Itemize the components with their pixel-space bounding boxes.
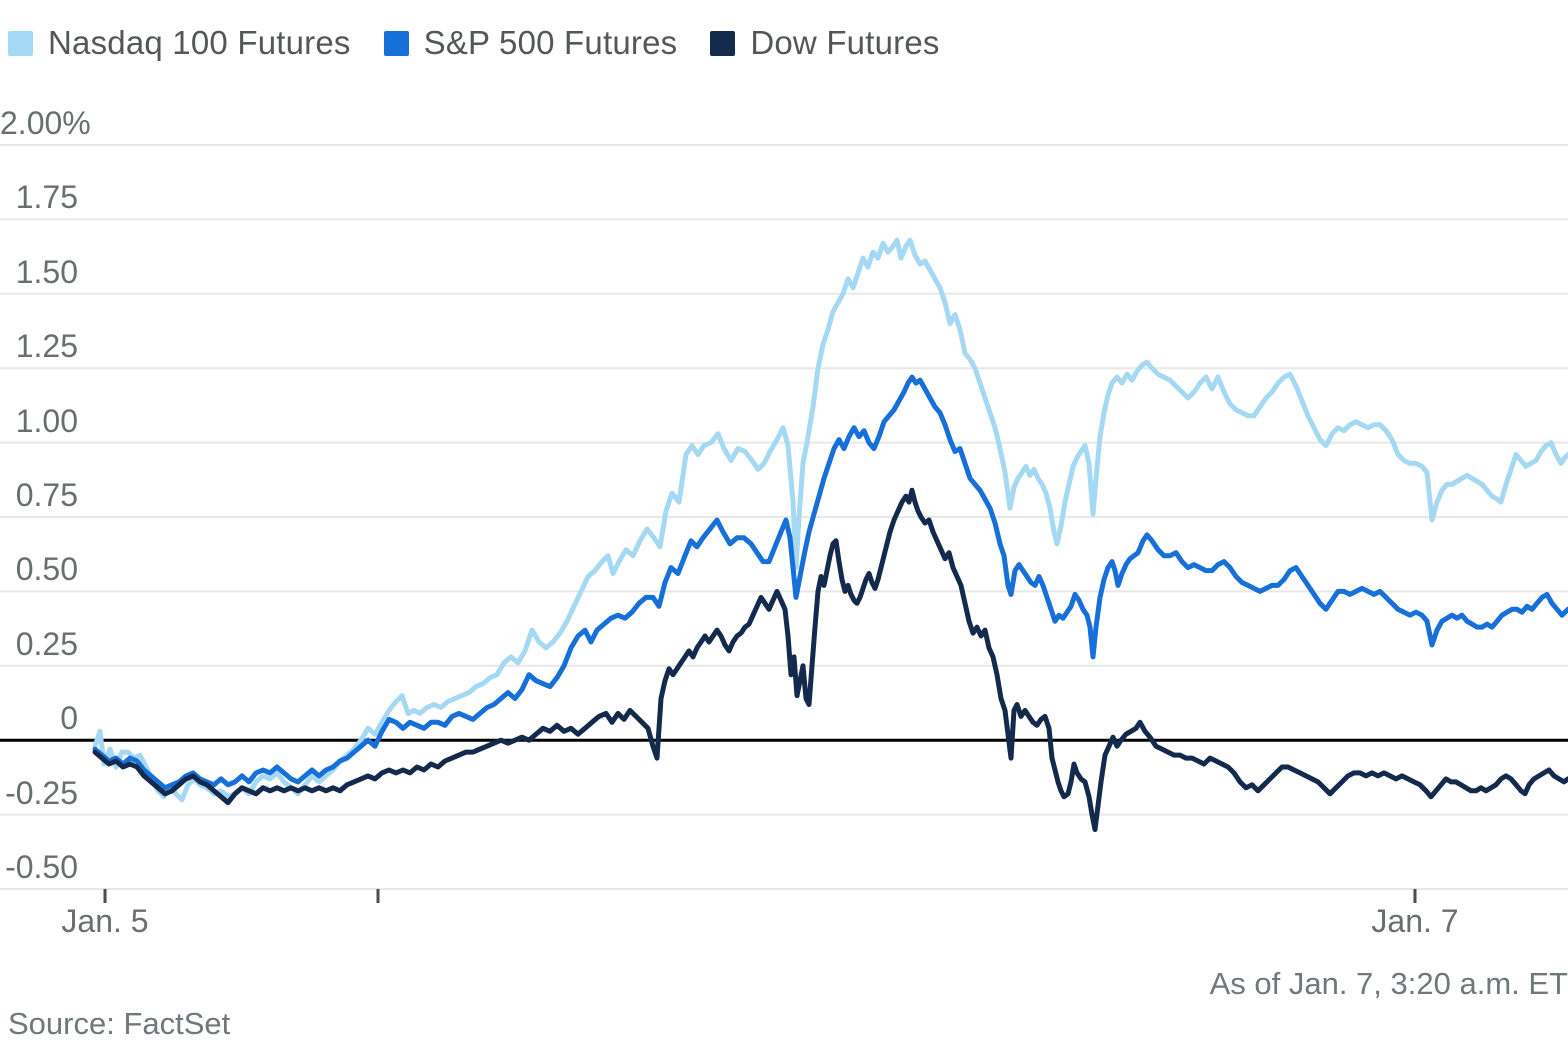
series-line-nasdaq-100-futures <box>92 237 1568 803</box>
legend-label: Dow Futures <box>750 24 940 61</box>
y-tick-label: 0 <box>60 700 78 737</box>
y-tick-label: -0.25 <box>5 774 78 811</box>
x-tick-label: Jan. 5 <box>61 903 149 939</box>
y-tick-label: 1.00 <box>15 402 78 439</box>
y-tick-label: 1.50 <box>15 253 78 290</box>
legend-item-nasdaq: Nasdaq 100 Futures <box>8 24 351 62</box>
as-of-label: As of Jan. 7, 3:20 a.m. ET <box>1209 966 1568 1001</box>
y-tick-label: 0.25 <box>15 625 78 662</box>
legend-item-sp500: S&P 500 Futures <box>383 24 678 62</box>
x-tick-label: Jan. 7 <box>1371 903 1459 939</box>
series-line-dow-futures <box>92 487 1568 832</box>
nasdaq-swatch-icon <box>8 30 33 56</box>
y-tick-label: 1.25 <box>15 328 78 365</box>
y-tick-label: 1.75 <box>15 179 78 216</box>
dow-swatch-icon <box>710 30 736 56</box>
y-tick-label: 0.75 <box>15 477 78 513</box>
legend-label: S&P 500 Futures <box>423 24 678 61</box>
legend-item-dow: Dow Futures <box>710 24 939 62</box>
y-tick-label: -0.50 <box>5 849 78 885</box>
source-label: Source: FactSet <box>8 1006 231 1041</box>
y-tick-label: 2.00% <box>0 105 91 141</box>
legend-label: Nasdaq 100 Futures <box>48 24 351 61</box>
y-tick-label: 0.50 <box>15 551 78 588</box>
legend: Nasdaq 100 Futures S&P 500 Futures Dow F… <box>8 24 940 62</box>
sp500-swatch-icon <box>383 30 409 56</box>
series-line-s-p-500-futures <box>92 374 1568 791</box>
